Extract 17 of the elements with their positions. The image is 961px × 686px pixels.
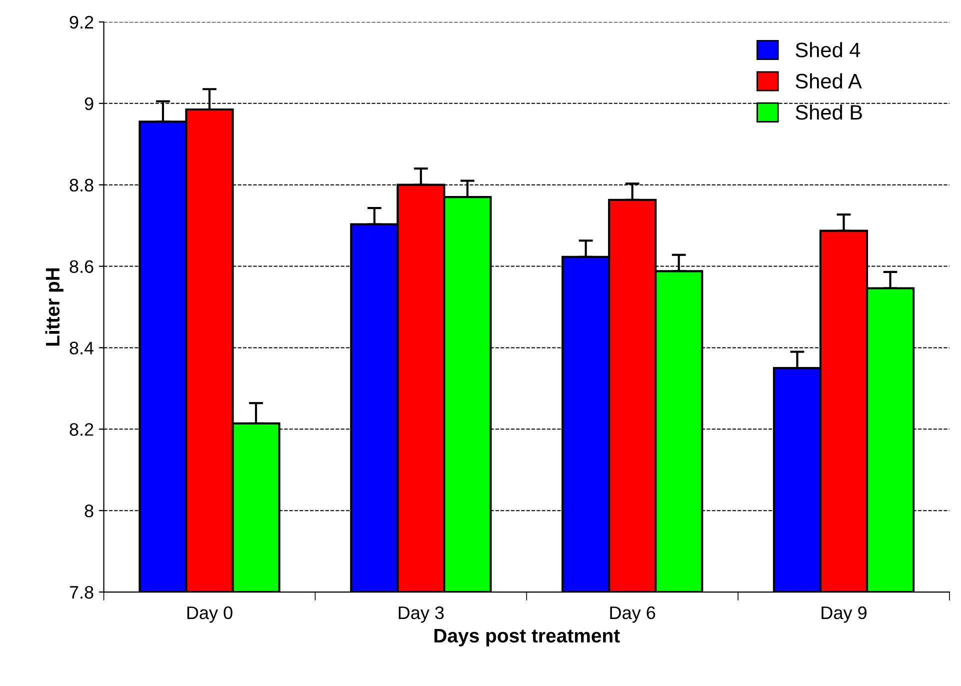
legend-label: Shed 4 <box>796 42 860 58</box>
legend-label: Shed B <box>796 104 862 120</box>
y-tick-label: 9 <box>84 97 94 110</box>
x-tick-label: Day 0 <box>187 606 232 623</box>
y-tick-label: 7.8 <box>70 586 94 599</box>
x-tick-label: Day 9 <box>822 606 866 623</box>
y-tick-label: 8.8 <box>70 178 94 192</box>
y-tick-label: 8 <box>84 504 94 518</box>
x-axis-title: Days post treatment <box>434 629 620 646</box>
y-tick-label: 9.2 <box>70 16 94 29</box>
y-tick-label: 8.2 <box>70 423 94 436</box>
legend-label: Shed A <box>796 73 862 89</box>
y-axis-title: Litter pH <box>45 268 64 346</box>
y-tick-label: 8.6 <box>70 260 94 273</box>
y-tick-label: 8.4 <box>70 342 94 354</box>
x-tick-label: Day 3 <box>398 606 444 623</box>
x-tick-label: Day 6 <box>610 606 656 623</box>
